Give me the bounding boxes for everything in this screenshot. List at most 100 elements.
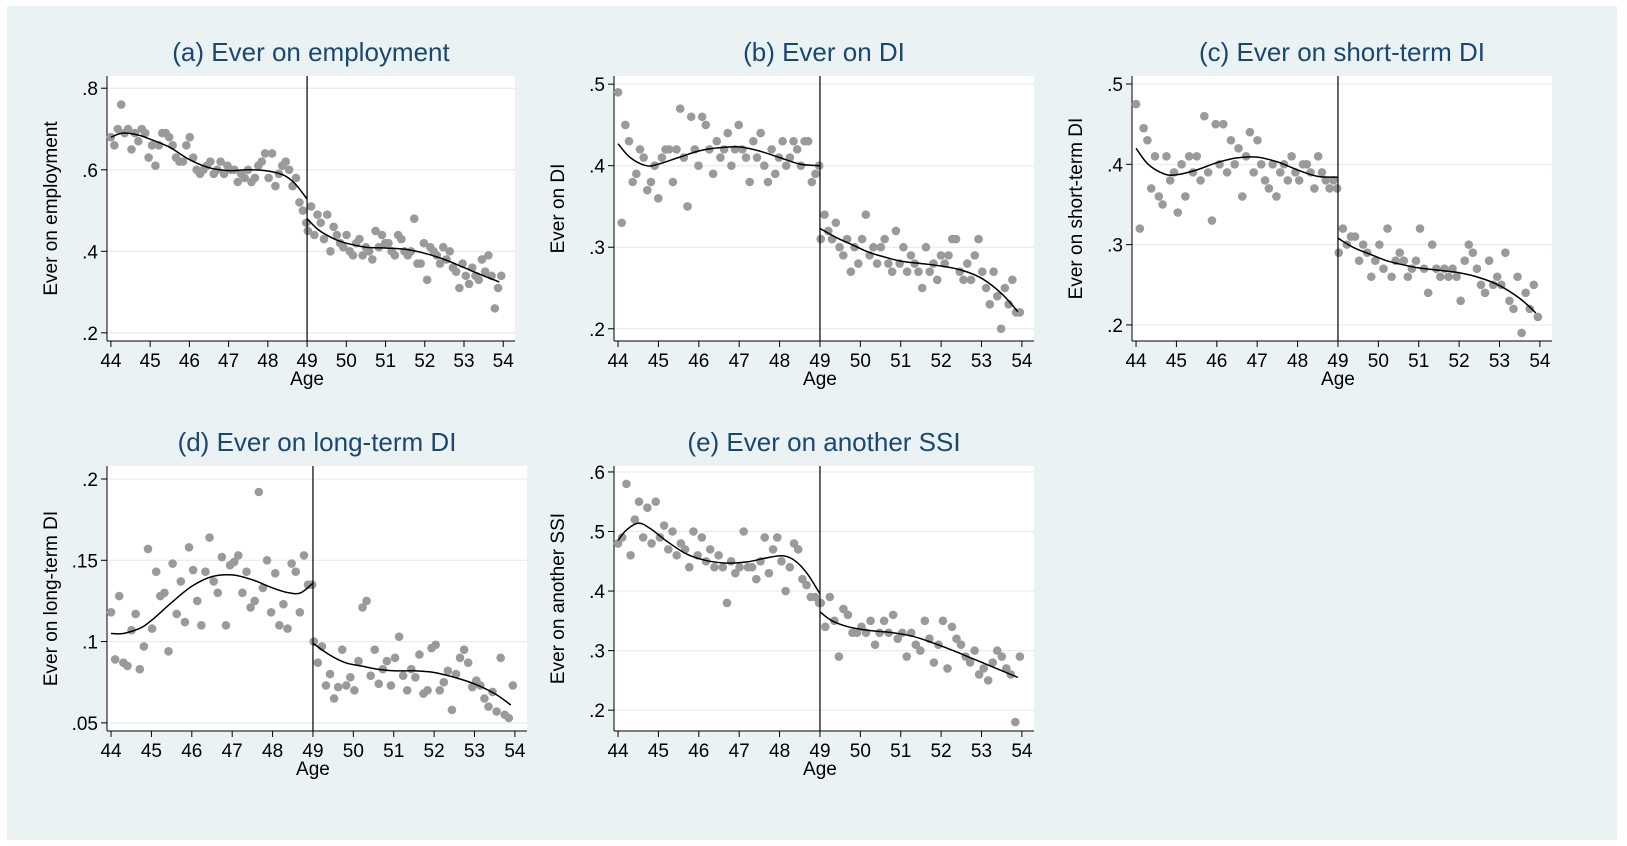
y-tick-label: .5 — [1107, 75, 1123, 96]
scatter-point — [1460, 256, 1470, 265]
scatter-point — [756, 128, 765, 138]
y-tick-label: .6 — [82, 161, 98, 182]
x-tick-label: 53 — [464, 741, 485, 762]
scatter-point — [398, 671, 408, 681]
x-tick-label: 51 — [383, 741, 404, 762]
scatter-point — [313, 210, 322, 219]
y-tick-label: .5 — [589, 523, 605, 544]
plot-area — [614, 466, 1034, 731]
x-tick-label: 44 — [100, 741, 122, 762]
x-axis-title: Age — [296, 759, 330, 780]
scatter-point — [979, 664, 988, 673]
scatter-point — [985, 300, 995, 309]
scatter-point — [254, 487, 264, 497]
scatter-point — [1517, 328, 1526, 338]
scatter-point — [1488, 280, 1498, 290]
scatter-point — [135, 664, 145, 674]
y-tick-label: .6 — [589, 463, 605, 484]
scatter-point — [423, 686, 432, 695]
scatter-point — [672, 551, 681, 560]
scatter-point — [313, 658, 323, 668]
scatter-point — [358, 603, 367, 612]
scatter-point — [480, 694, 489, 703]
y-tick-label: .1 — [82, 633, 98, 654]
scatter-point — [793, 545, 803, 554]
scatter-point — [880, 234, 889, 244]
scatter-point — [1456, 296, 1465, 306]
scatter-point — [651, 497, 661, 507]
scatter-point — [1354, 256, 1364, 265]
scatter-point — [792, 145, 802, 154]
x-tick-label: 47 — [1247, 351, 1268, 372]
scatter-point — [731, 568, 740, 578]
scatter-point — [431, 640, 440, 650]
scatter-point — [835, 242, 844, 252]
x-tick-label: 50 — [850, 741, 871, 762]
scatter-point — [1256, 160, 1266, 169]
scatter-point — [374, 679, 384, 689]
scatter-point — [1268, 160, 1277, 169]
scatter-point — [632, 169, 641, 179]
scatter-point — [238, 588, 247, 598]
scatter-point — [816, 234, 826, 244]
scatter-point — [626, 551, 635, 560]
scatter-point — [333, 682, 343, 692]
scatter-point — [262, 555, 272, 565]
scatter-point — [1211, 119, 1221, 129]
scatter-point — [747, 562, 757, 572]
scatter-point — [364, 247, 374, 256]
x-tick-label: 52 — [424, 741, 445, 762]
scatter-point — [178, 157, 188, 166]
scatter-point — [981, 283, 991, 293]
scatter-point — [947, 622, 957, 632]
panel-title: (a) Ever on employment — [172, 37, 450, 67]
x-tick-label: 51 — [375, 351, 396, 372]
scatter-point — [897, 628, 907, 638]
scatter-point — [959, 275, 968, 285]
scatter-point — [1184, 152, 1194, 161]
x-tick-label: 45 — [141, 741, 162, 762]
scatter-point — [123, 124, 133, 134]
scatter-point — [902, 652, 912, 661]
scatter-point — [1264, 184, 1274, 193]
scatter-point — [938, 616, 948, 626]
scatter-point — [846, 267, 856, 276]
scatter-point — [902, 267, 912, 276]
scatter-point — [370, 645, 380, 655]
scatter-point — [463, 658, 473, 668]
scatter-point — [291, 173, 301, 183]
scatter-point — [739, 527, 749, 536]
scatter-point — [1158, 200, 1167, 209]
scatter-point — [342, 230, 351, 240]
scatter-point — [752, 574, 761, 584]
scatter-point — [1253, 135, 1262, 145]
scatter-point — [1143, 135, 1152, 145]
x-tick-label: 47 — [218, 351, 239, 372]
scatter-point — [113, 124, 123, 134]
scatter-point — [876, 242, 886, 252]
scatter-point — [861, 210, 871, 219]
scatter-point — [1444, 272, 1453, 282]
scatter-point — [796, 161, 806, 170]
scatter-point — [258, 583, 268, 593]
scatter-point — [139, 642, 149, 651]
scatter-point — [628, 177, 637, 187]
scatter-point — [714, 551, 723, 560]
scatter-point — [1181, 192, 1190, 201]
scatter-point — [197, 621, 206, 630]
scatter-point — [1000, 283, 1010, 293]
scatter-point — [772, 533, 782, 542]
plot-area — [1132, 76, 1552, 341]
scatter-point — [727, 161, 736, 170]
scatter-point — [270, 569, 280, 578]
y-axis-title: Ever on employment — [41, 121, 62, 296]
panel-title: (d) Ever on long-term DI — [178, 427, 457, 457]
scatter-point — [295, 198, 304, 207]
x-tick-label: 52 — [1449, 351, 1470, 372]
scatter-point — [322, 210, 332, 219]
scatter-point — [888, 610, 898, 620]
scatter-point — [415, 650, 424, 659]
scatter-point — [435, 686, 445, 695]
scatter-point — [712, 136, 722, 146]
scatter-point — [951, 234, 961, 244]
